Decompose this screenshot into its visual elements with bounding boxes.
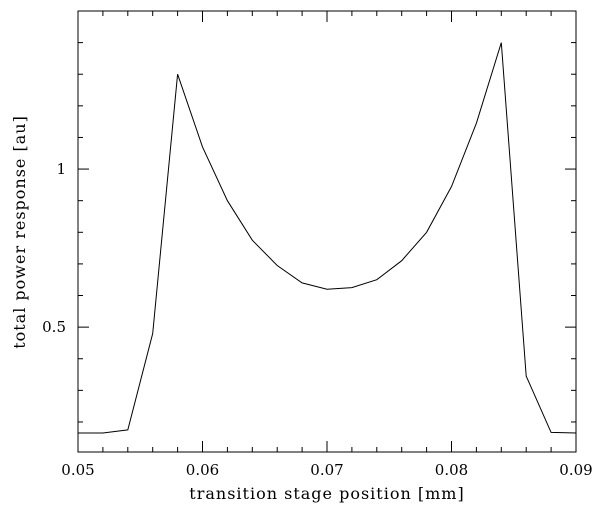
x-tick-label: 0.05	[61, 461, 94, 479]
y-tick-label: 1	[56, 160, 66, 178]
y-axis-title: total power response [au]	[10, 115, 29, 349]
y-tick-label: 0.5	[42, 318, 66, 336]
x-tick-label: 0.06	[186, 461, 219, 479]
x-axis-title: transition stage position [mm]	[189, 484, 464, 503]
plot-frame	[77, 10, 577, 453]
x-tick-label: 0.09	[559, 461, 592, 479]
series-line	[78, 42, 577, 434]
plot-area: 0.05 0.06 0.07 0.08 0.09 0.5 1	[42, 10, 593, 479]
x-tick-label: 0.07	[310, 461, 343, 479]
x-tick-label: 0.08	[435, 461, 468, 479]
